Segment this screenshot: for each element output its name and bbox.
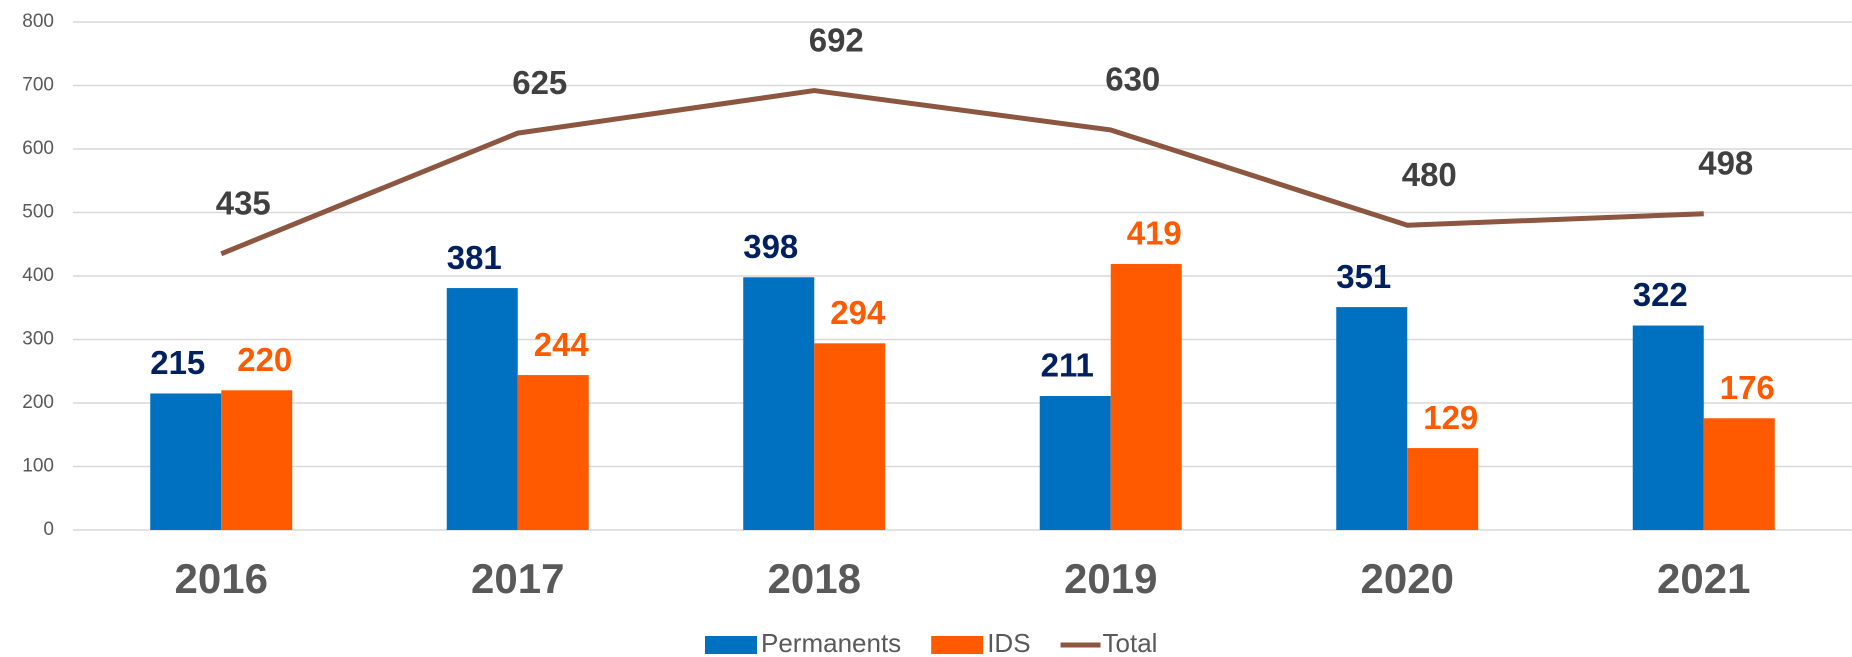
data-label: 211	[1041, 347, 1094, 384]
y-tick-label: 200	[22, 392, 54, 413]
bar	[1632, 325, 1704, 530]
data-label: 398	[743, 228, 798, 265]
y-tick-label: 100	[22, 456, 54, 477]
data-label: 435	[216, 184, 271, 221]
x-tick-label: 2016	[175, 555, 268, 602]
bar	[814, 343, 886, 530]
bar	[743, 277, 815, 530]
bar	[517, 375, 589, 530]
y-tick-label: 700	[22, 75, 54, 96]
data-label: 176	[1720, 369, 1775, 406]
data-label: 294	[830, 294, 886, 331]
data-label: 419	[1127, 215, 1182, 252]
bar	[1407, 448, 1479, 530]
data-label: 322	[1633, 276, 1688, 313]
data-label: 220	[237, 341, 292, 378]
bar	[150, 393, 222, 530]
bar	[221, 390, 293, 530]
bar	[1110, 263, 1182, 530]
legend-label: Permanents	[761, 628, 901, 657]
y-tick-label: 600	[22, 138, 54, 159]
bar	[1336, 307, 1408, 530]
data-label: 692	[809, 21, 864, 58]
x-tick-label: 2018	[768, 555, 861, 602]
legend-swatch	[931, 636, 984, 654]
data-label: 381	[447, 239, 502, 276]
x-tick-label: 2020	[1361, 555, 1454, 602]
data-label: 244	[534, 326, 590, 363]
x-tick-label: 2021	[1657, 555, 1750, 602]
legend-swatch	[705, 636, 757, 654]
legend-label: IDS	[987, 628, 1030, 657]
legend-label: Total	[1103, 628, 1158, 657]
bar	[446, 288, 518, 530]
data-label: 480	[1402, 156, 1457, 193]
y-tick-label: 300	[22, 329, 54, 350]
x-tick-label: 2019	[1064, 555, 1157, 602]
bar	[1703, 418, 1775, 530]
data-label: 630	[1105, 61, 1160, 98]
data-label: 625	[512, 64, 567, 101]
total-line	[220, 88, 1704, 257]
bar	[1039, 396, 1111, 530]
data-label: 351	[1336, 258, 1391, 295]
y-tick-label: 400	[22, 265, 54, 286]
y-tick-label: 0	[43, 519, 54, 540]
data-label: 129	[1423, 399, 1478, 436]
data-label: 215	[150, 344, 205, 381]
y-tick-label: 800	[22, 11, 54, 32]
data-label: 498	[1698, 144, 1753, 181]
y-tick-label: 500	[22, 202, 54, 223]
x-tick-label: 2017	[471, 555, 564, 602]
